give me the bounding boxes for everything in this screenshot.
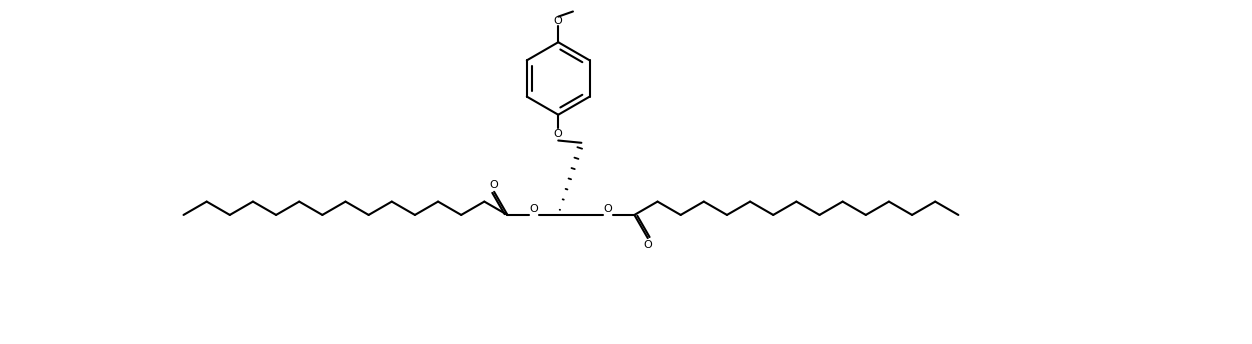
Text: O: O (603, 204, 612, 214)
Text: O: O (644, 240, 652, 250)
Text: O: O (553, 17, 562, 26)
Text: O: O (530, 204, 538, 214)
Text: O: O (490, 180, 498, 190)
Text: O: O (553, 129, 562, 139)
